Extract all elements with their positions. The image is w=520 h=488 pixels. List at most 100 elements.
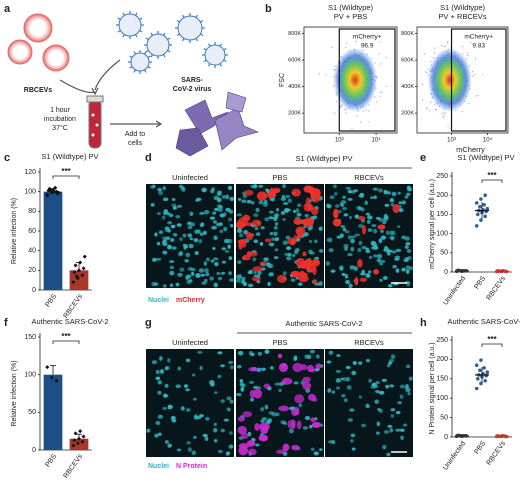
nucleus [191, 373, 196, 377]
nucleus [252, 184, 258, 189]
tube-dot [95, 123, 99, 127]
plot-title: S1 (Wildtype) [440, 3, 486, 12]
y-tick-label: 80 [28, 208, 36, 215]
nucleus [223, 226, 228, 232]
nucleus [399, 384, 406, 389]
nucleus [357, 248, 362, 253]
nucleus [187, 225, 193, 230]
virus-spike [147, 65, 151, 69]
gate-value: 96.9 [361, 43, 374, 50]
y-tick-label: 150 [24, 334, 36, 341]
nucleus [228, 278, 235, 282]
x-tick-label: 10³ [335, 138, 344, 144]
nucleus [340, 377, 345, 381]
y-tick-label: 800K [288, 31, 301, 37]
nucleus [167, 244, 172, 250]
gate-label: mCherry+ [464, 34, 493, 41]
event-dot [432, 57, 434, 59]
event-dot [443, 114, 445, 116]
nucleus [204, 209, 210, 215]
event-dot [346, 43, 348, 45]
x-tick-label: PBS [473, 440, 487, 456]
nucleus [171, 197, 176, 201]
nucleus [162, 239, 167, 245]
nucleus [274, 237, 280, 242]
nucleus [376, 216, 381, 220]
nucleus [193, 238, 199, 243]
data-point [483, 193, 487, 197]
stain [254, 422, 260, 431]
nucleus [261, 267, 266, 271]
nucleus [404, 385, 409, 389]
event-dot [434, 47, 436, 49]
nucleus [210, 188, 215, 194]
nucleus [381, 378, 387, 382]
nucleus [351, 447, 356, 451]
nucleus [350, 238, 355, 244]
nucleus [229, 365, 234, 370]
stain [241, 238, 247, 248]
nucleus [333, 192, 338, 196]
nucleus [167, 358, 171, 363]
nucleus [236, 213, 242, 217]
nucleus [157, 390, 162, 395]
nucleus [159, 369, 165, 374]
virus-spike [207, 63, 211, 67]
virus-spike [134, 34, 138, 38]
nucleus [257, 351, 263, 356]
nucleus [213, 422, 217, 427]
nucleus [402, 423, 408, 427]
stain [312, 266, 317, 276]
nucleus [268, 216, 274, 220]
y-tick-label: 100 [436, 395, 448, 402]
y-tick-label: 0 [32, 447, 36, 454]
nucleus [202, 433, 208, 438]
event-dot [472, 71, 474, 73]
nucleus [333, 184, 337, 189]
stain [277, 274, 287, 283]
stain [278, 362, 289, 373]
nucleus [309, 424, 313, 429]
stain [293, 218, 303, 225]
nucleus [167, 443, 172, 448]
nucleus [368, 378, 372, 383]
y-tick-label: 200K [288, 111, 301, 117]
data-point [48, 188, 53, 193]
stain [302, 376, 311, 383]
nucleus [213, 257, 219, 261]
event-dot [344, 109, 346, 111]
density-cloud [427, 48, 472, 112]
nucleus [293, 381, 299, 385]
nucleus [275, 412, 280, 417]
stain [357, 215, 366, 221]
nucleus [294, 250, 299, 254]
event-dot [374, 62, 376, 64]
stain [247, 448, 257, 456]
nucleus [395, 428, 401, 432]
nucleus [379, 278, 383, 282]
nucleus [184, 259, 189, 263]
nucleus [400, 435, 404, 441]
nucleus [162, 215, 166, 220]
nucleus [310, 447, 315, 452]
event-dot [430, 101, 432, 103]
nucleus [175, 282, 180, 287]
y-tick-label: 100 [24, 372, 36, 379]
nucleus [250, 352, 255, 357]
event-dot [426, 107, 428, 109]
nucleus [326, 204, 332, 209]
nucleus [344, 230, 350, 234]
event-dot [430, 60, 432, 63]
event-dot [473, 74, 476, 76]
nucleus [343, 213, 349, 217]
stain [315, 363, 322, 370]
nucleus [259, 241, 264, 246]
nucleus [391, 191, 397, 197]
nucleus [397, 191, 401, 195]
event-dot [434, 104, 436, 106]
nucleus [250, 200, 255, 205]
incubation-text: 1 hour [50, 107, 71, 114]
virus-spike [162, 54, 166, 58]
nucleus [193, 397, 197, 401]
